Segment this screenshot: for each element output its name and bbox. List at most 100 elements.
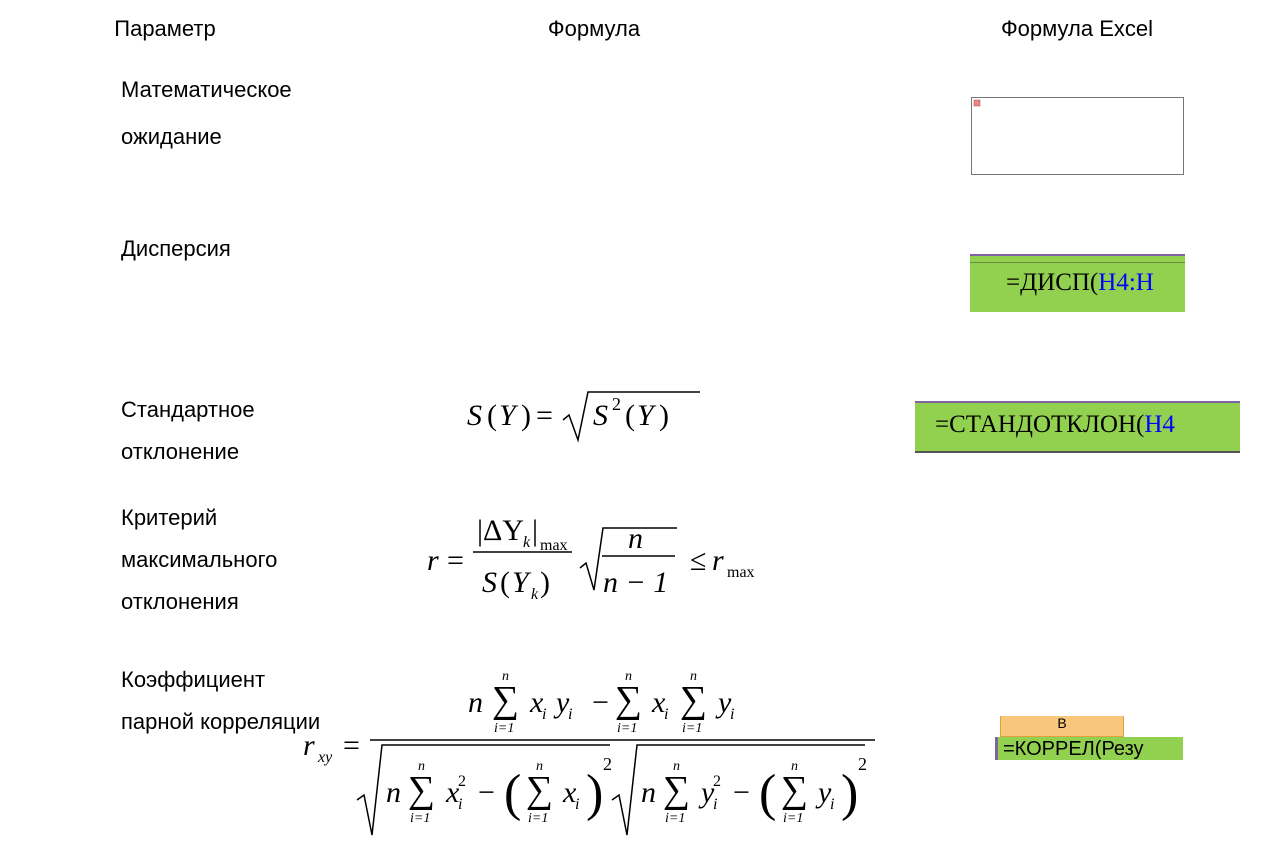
- header: Параметр: [114, 16, 215, 41]
- formula-symbol: Y: [637, 399, 657, 432]
- radical: [356, 744, 610, 836]
- parameter: Стандартное: [121, 397, 255, 422]
- formula-symbol: n: [502, 669, 509, 684]
- formula-symbol: −: [733, 776, 750, 809]
- formula-symbol: i=1: [617, 721, 637, 736]
- formula-symbol: y: [698, 776, 715, 809]
- formula-symbol: n: [625, 669, 632, 684]
- header: Формула: [548, 16, 641, 41]
- radical: [579, 527, 677, 591]
- formula-symbol: =: [343, 729, 360, 762]
- formula-symbol: ): [521, 399, 531, 432]
- formula-symbol: r: [303, 729, 315, 762]
- formula-symbol: 2: [858, 754, 867, 774]
- formula-symbol: i=1: [665, 811, 685, 826]
- formula-symbol: 2: [603, 754, 612, 774]
- formula-symbol: ): [659, 399, 669, 432]
- formula-symbol: n: [673, 759, 680, 774]
- formula-symbol: i: [542, 706, 546, 723]
- formula-symbol: =: [447, 544, 464, 577]
- parameter: парной корреляции: [121, 709, 320, 734]
- formula-symbol: ): [586, 765, 603, 822]
- formula-symbol: S: [482, 566, 497, 599]
- formula-symbol: i: [568, 706, 572, 723]
- formula-symbol: y: [815, 776, 832, 809]
- broken-image-icon: [973, 99, 981, 107]
- parameter: ожидание: [121, 124, 222, 149]
- formula-symbol: n − 1: [603, 566, 668, 599]
- cell-border: [970, 256, 1185, 263]
- formula-symbol: S: [593, 399, 608, 432]
- formula-symbol: i=1: [528, 811, 548, 826]
- formula-symbol: ∑: [781, 769, 808, 811]
- formula-symbol: i=1: [783, 811, 803, 826]
- excel-argument: H4: [1144, 411, 1175, 438]
- formula-symbol: ≤: [690, 544, 706, 577]
- formula-symbol: n: [628, 522, 643, 555]
- formula-symbol: k: [523, 534, 531, 551]
- formula-symbol: i=1: [682, 721, 702, 736]
- formula-symbol: ∑: [492, 679, 519, 721]
- formula-symbol: n: [418, 759, 425, 774]
- formula-symbol: S: [467, 399, 482, 432]
- formula-symbol: k: [531, 586, 539, 603]
- parameter: Дисперсия: [121, 236, 231, 261]
- excel-argument: H4:H: [1098, 269, 1154, 296]
- formula-symbol: x: [445, 776, 460, 809]
- formula-symbol: Y: [499, 399, 519, 432]
- formula-symbol: (: [500, 566, 510, 599]
- formula-symbol: |: [532, 514, 538, 547]
- formula-symbol: ∑: [615, 679, 642, 721]
- formula-symbol: i=1: [494, 721, 514, 736]
- excel-image: В =КОРРЕЛ(Резу: [995, 716, 1183, 760]
- formula-symbol: 2: [713, 773, 721, 790]
- formula-symbol: x: [651, 686, 666, 719]
- formula-symbol: =: [536, 399, 553, 432]
- formula-symbol: i: [458, 796, 462, 813]
- parameter: Критерий: [121, 505, 217, 530]
- formula-symbol: y: [715, 686, 732, 719]
- formula-symbol: −: [478, 776, 495, 809]
- formula-symbol: ): [841, 765, 858, 822]
- excel-formula: =ДИСП(H4:H: [970, 263, 1185, 297]
- excel-formula: =СТАНДОТКЛОН(H4: [915, 403, 1240, 439]
- formula-symbol: i: [830, 796, 834, 813]
- formula-symbol: (: [504, 765, 521, 822]
- formula-symbol: n: [791, 759, 798, 774]
- formula-symbol: n: [386, 776, 401, 809]
- formula-symbol: i: [575, 796, 579, 813]
- formula-symbol: y: [553, 686, 570, 719]
- formula-symbol: Y: [512, 566, 532, 599]
- excel-function: =СТАНДОТКЛОН(: [935, 411, 1145, 438]
- formula-symbol: ∑: [663, 769, 690, 811]
- radical: [611, 744, 865, 836]
- parameter: Коэффициент: [121, 667, 265, 692]
- formula-symbol: r: [427, 544, 439, 577]
- parameter: максимального: [121, 547, 277, 572]
- formula-symbol: n: [468, 686, 483, 719]
- formula-symbol: 2: [458, 773, 466, 790]
- formula-symbol: max: [540, 537, 568, 554]
- excel-function: =ДИСП(: [1006, 269, 1099, 296]
- cell-cursor: [995, 737, 998, 760]
- formula-symbol: i: [713, 796, 717, 813]
- formula-symbol: ): [540, 566, 550, 599]
- formula-symbol: max: [727, 564, 755, 581]
- formula-symbol: (: [487, 399, 497, 432]
- formula-symbol: x: [529, 686, 544, 719]
- formula-symbol: r: [712, 544, 724, 577]
- formula-symbol: i: [730, 706, 734, 723]
- column-header: В: [1000, 716, 1124, 737]
- formula-symbol: n: [641, 776, 656, 809]
- formula-symbol: i: [664, 706, 668, 723]
- parameter: отклонения: [121, 589, 239, 614]
- formula-symbol: n: [536, 759, 543, 774]
- formula-symbol: (: [625, 399, 635, 432]
- formula-symbol: ∑: [680, 679, 707, 721]
- excel-image: =СТАНДОТКЛОН(H4: [915, 401, 1240, 453]
- formula-symbol: n: [690, 669, 697, 684]
- formula-symbol: ∑: [526, 769, 553, 811]
- formula-symbol: −: [592, 686, 609, 719]
